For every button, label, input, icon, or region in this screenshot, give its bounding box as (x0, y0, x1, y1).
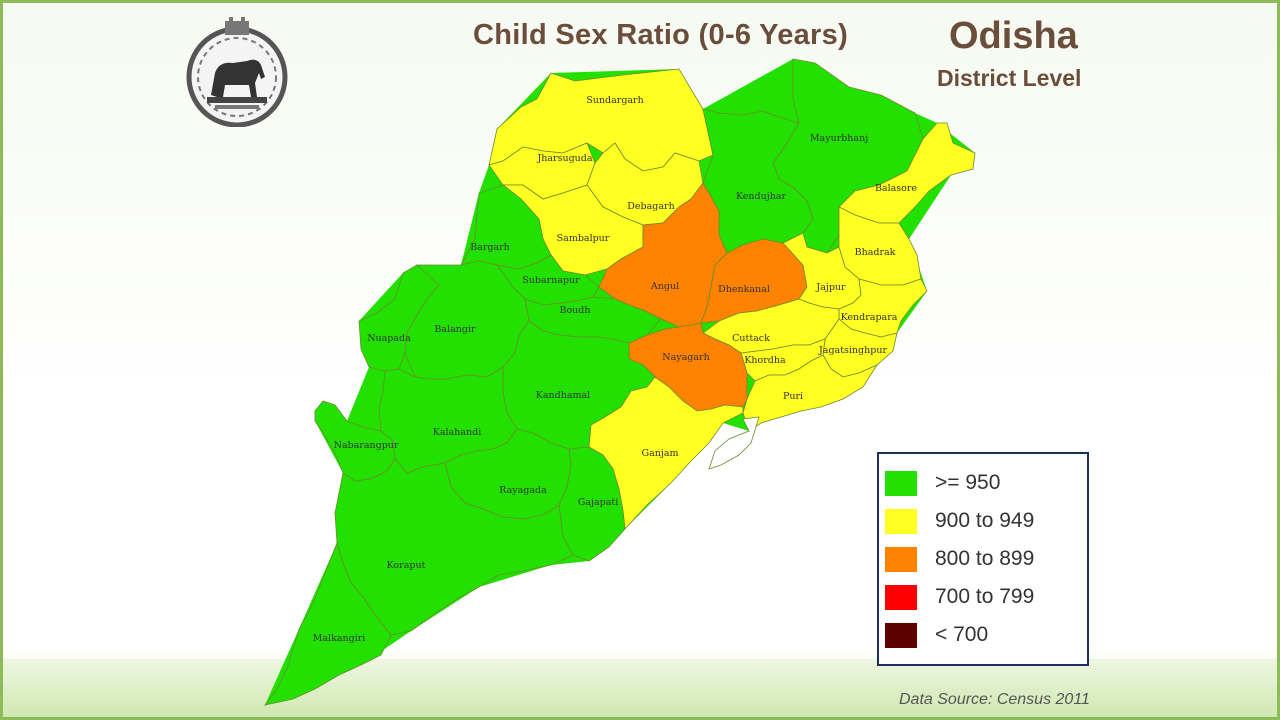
data-source: Data Source: Census 2011 (899, 691, 1090, 708)
level-subtitle: District Level (937, 65, 1082, 91)
district-label: Ganjam (642, 448, 679, 459)
district-label: Sundargarh (586, 95, 643, 106)
district-balasore (838, 122, 976, 224)
state-emblem-icon (186, 17, 288, 127)
legend-swatch (885, 584, 917, 610)
bottom-band (3, 659, 1277, 717)
district-gajapati (558, 446, 626, 562)
legend-label: >= 950 (935, 471, 1001, 494)
legend-swatch (885, 508, 917, 534)
district-label: Nabarangpur (334, 440, 399, 451)
district-label: Dhenkanal (718, 284, 770, 295)
district-label: Kendujhar (736, 191, 787, 202)
state-name: Odisha (949, 15, 1078, 57)
legend: >= 950 900 to 949 800 to 899 700 to 799 … (877, 452, 1089, 666)
odisha-district-map: Sundargarh Jharsuguda Debagarh Sambalpur Bar… (264, 58, 976, 706)
legend-item: 800 to 899 (885, 540, 1087, 578)
district-label: Jagatsinghpur (818, 345, 887, 356)
legend-label: 800 to 899 (935, 547, 1035, 570)
district-label: Kendrapara (841, 312, 898, 323)
district-label: Koraput (387, 560, 426, 571)
legend-swatch (885, 546, 917, 572)
district-label: Bhadrak (855, 247, 896, 258)
district-label: Bargarh (470, 242, 510, 253)
district-label: Boudh (559, 305, 590, 316)
legend-item: 900 to 949 (885, 502, 1087, 540)
legend-label: < 700 (935, 623, 989, 646)
district-label: Angul (650, 281, 679, 292)
district-label: Nayagarh (662, 352, 709, 363)
district-label: Kalahandi (433, 427, 481, 438)
legend-label: 900 to 949 (935, 509, 1035, 532)
legend-swatch (885, 622, 917, 648)
map-title: Child Sex Ratio (0-6 Years) (473, 19, 849, 51)
legend-swatch (885, 470, 917, 496)
district-label: Malkangiri (313, 633, 366, 644)
district-label: Jajpur (815, 282, 846, 293)
legend-item: 700 to 799 (885, 578, 1087, 616)
district-label: Balasore (875, 183, 917, 194)
district-label: Rayagada (499, 485, 547, 496)
legend-item: >= 950 (885, 464, 1087, 502)
district-label: Sambalpur (557, 233, 610, 244)
district-label: Kandhamal (536, 390, 590, 401)
district-label: Gajapati (578, 497, 618, 508)
district-label: Debagarh (627, 201, 674, 212)
district-malkangiri (264, 541, 392, 706)
chilika-lake (708, 416, 760, 470)
district-label: Subarnapur (522, 275, 580, 286)
district-ganjam (588, 376, 744, 530)
district-label: Cuttack (732, 333, 770, 344)
district-label: Puri (783, 391, 803, 402)
district-label: Jharsuguda (536, 153, 592, 164)
legend-label: 700 to 799 (935, 585, 1035, 608)
district-label: Nuapada (367, 333, 411, 344)
district-label: Mayurbhanj (810, 133, 868, 144)
legend-item: < 700 (885, 616, 1087, 654)
district-label: Balangir (434, 324, 476, 335)
district-label: Khordha (744, 355, 786, 366)
